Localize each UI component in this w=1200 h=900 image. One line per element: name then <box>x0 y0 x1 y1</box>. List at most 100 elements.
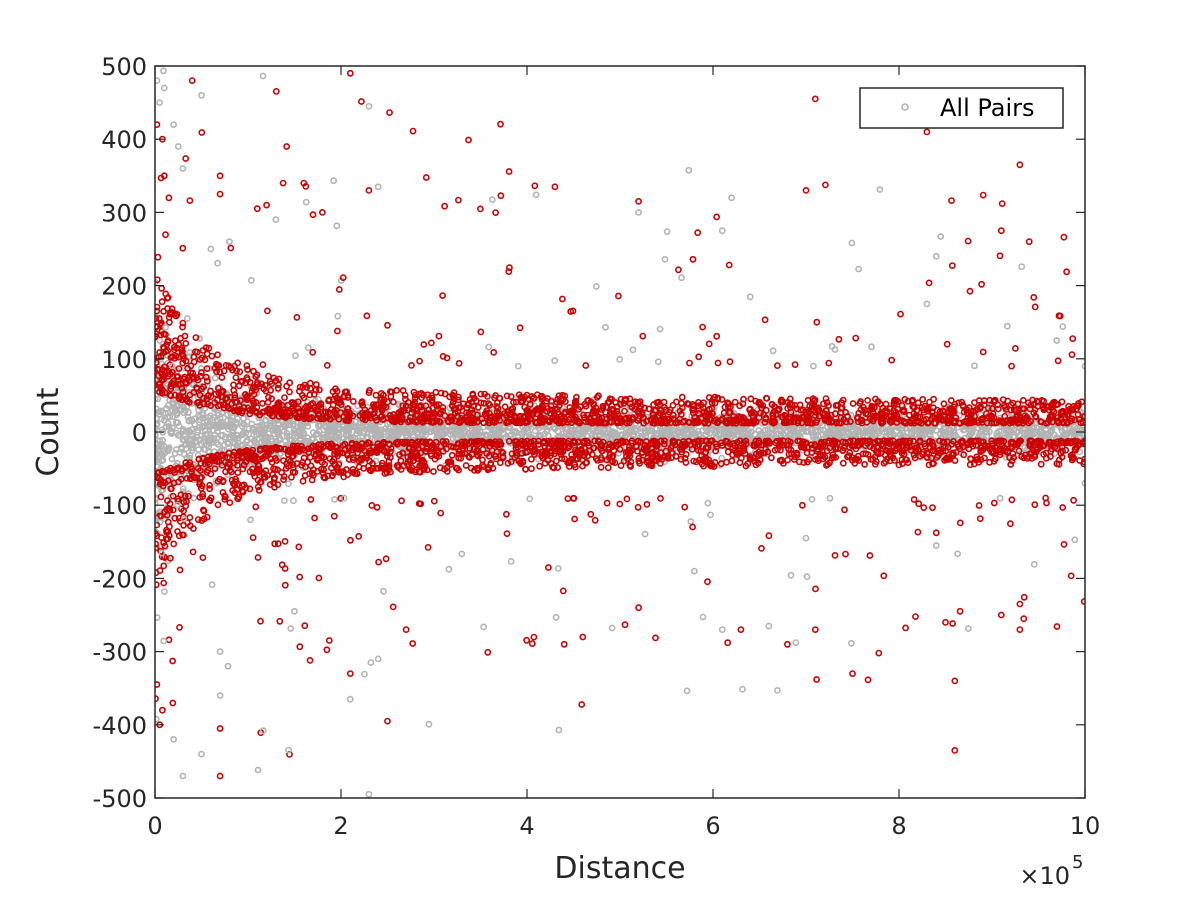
scatter-point-gray <box>812 426 820 434</box>
scatter-point-gray <box>458 425 466 433</box>
scatter-point-gray <box>179 485 187 492</box>
scatter-point-gray <box>257 432 265 440</box>
scatter-point-gray <box>370 428 377 435</box>
scatter-point-gray <box>602 430 610 438</box>
scatter-point-gray <box>551 425 559 433</box>
scatter-point-gray <box>175 422 183 430</box>
scatter-point-gray <box>366 424 374 432</box>
scatter-point-gray <box>814 432 822 440</box>
scatter-point-gray <box>304 422 312 430</box>
scatter-point-gray <box>175 431 183 439</box>
scatter-point-gray <box>1073 424 1081 432</box>
scatter-point-gray <box>893 427 900 435</box>
scatter-point-gray <box>936 430 944 438</box>
scatter-point-gray <box>861 429 868 437</box>
scatter-point-gray <box>511 428 518 436</box>
scatter-point-gray <box>941 425 948 433</box>
scatter-point-gray <box>174 419 182 426</box>
scatter-point-gray <box>907 429 915 436</box>
scatter-point-gray <box>240 420 248 428</box>
scatter-point-gray <box>275 431 282 439</box>
scatter-point-gray <box>182 440 190 448</box>
scatter-point-gray <box>1063 432 1071 439</box>
scatter-point-gray <box>289 420 297 428</box>
scatter-point-gray <box>472 432 480 439</box>
scatter-point-red <box>193 348 201 356</box>
scatter-point-red <box>179 319 187 327</box>
scatter-point-gray <box>185 416 193 424</box>
scatter-point-gray <box>855 426 862 434</box>
scatter-point-gray <box>969 425 977 433</box>
scatter-point-gray <box>196 423 203 431</box>
scatter-point-red <box>914 399 922 407</box>
scatter-point-gray <box>155 415 160 422</box>
scatter-point-gray <box>209 436 217 443</box>
scatter-point-gray <box>411 427 419 435</box>
scatter-point-red <box>678 393 686 401</box>
scatter-point-gray <box>159 436 166 444</box>
scatter-point-red <box>1007 461 1015 468</box>
scatter-point-gray <box>504 427 512 435</box>
scatter-point-gray <box>316 421 324 429</box>
scatter-point-gray <box>285 432 293 440</box>
scatter-point-gray <box>740 427 748 435</box>
scatter-point-gray <box>203 430 211 438</box>
scatter-point-gray <box>596 430 604 438</box>
scatter-point-gray <box>685 430 693 438</box>
scatter-point-gray <box>407 427 414 435</box>
scatter-point-gray <box>622 429 629 437</box>
scatter-point-gray <box>899 429 906 437</box>
scatter-point-gray <box>833 430 840 438</box>
scatter-point-gray <box>210 413 218 421</box>
scatter-point-gray <box>665 434 673 441</box>
scatter-point-gray <box>440 430 448 438</box>
scatter-point-gray <box>947 426 955 434</box>
scatter-point-gray <box>355 423 363 431</box>
scatter-point-gray <box>1053 433 1061 441</box>
scatter-point-gray <box>181 407 189 414</box>
scatter-point-gray <box>482 431 490 439</box>
scatter-point-gray <box>251 437 259 445</box>
scatter-point-red <box>661 437 668 445</box>
scatter-point-gray <box>320 433 328 441</box>
scatter-point-gray <box>826 429 834 437</box>
scatter-point-gray <box>301 438 309 445</box>
scatter-point-gray <box>295 429 303 436</box>
scatter-point-gray <box>272 424 280 432</box>
scatter-point-gray <box>1067 428 1075 436</box>
scatter-point-gray <box>599 430 607 438</box>
scatter-point-gray <box>729 426 737 434</box>
scatter-point-gray <box>260 425 268 433</box>
scatter-point-gray <box>225 421 233 428</box>
scatter-point-gray <box>209 426 217 434</box>
scatter-point-gray <box>197 432 205 440</box>
scatter-point-gray <box>253 423 260 431</box>
scatter-point-gray <box>1013 429 1021 437</box>
scatter-point-red <box>155 315 160 322</box>
scatter-point-gray <box>231 435 238 442</box>
scatter-point-gray <box>178 445 185 453</box>
scatter-point-gray <box>608 427 616 435</box>
scatter-point-gray <box>977 428 985 436</box>
scatter-point-gray <box>229 438 237 446</box>
scatter-point-gray <box>188 416 196 424</box>
points-layer <box>155 67 1085 798</box>
scatter-point-gray <box>284 480 292 488</box>
scatter-point-gray <box>291 429 299 437</box>
scatter-point-gray <box>400 426 408 434</box>
scatter-point-gray <box>179 436 187 443</box>
scatter-point-gray <box>166 413 174 420</box>
scatter-point-gray <box>1076 429 1083 437</box>
scatter-point-gray <box>724 431 732 439</box>
scatter-point-gray <box>567 427 575 435</box>
scatter-point-gray <box>188 444 196 452</box>
scatter-point-gray <box>766 428 773 435</box>
scatter-point-gray <box>248 420 256 428</box>
scatter-point-gray <box>155 421 160 429</box>
scatter-point-gray <box>165 445 173 453</box>
scatter-point-gray <box>206 417 214 425</box>
scatter-point-gray <box>165 423 173 431</box>
scatter-point-gray <box>325 422 333 430</box>
